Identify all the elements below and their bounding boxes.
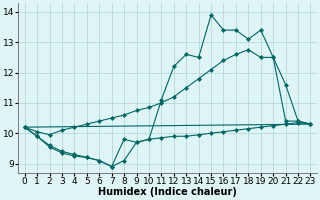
- X-axis label: Humidex (Indice chaleur): Humidex (Indice chaleur): [98, 187, 237, 197]
